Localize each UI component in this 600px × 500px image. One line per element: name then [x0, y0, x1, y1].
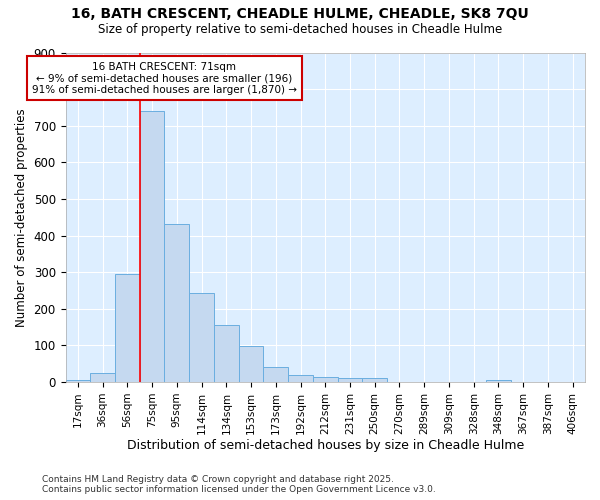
Bar	[288, 375, 313, 382]
Bar	[90, 373, 115, 382]
Bar	[164, 224, 189, 382]
Bar	[362, 378, 387, 382]
Bar	[338, 378, 362, 382]
Text: 16 BATH CRESCENT: 71sqm
← 9% of semi-detached houses are smaller (196)
91% of se: 16 BATH CRESCENT: 71sqm ← 9% of semi-det…	[32, 62, 297, 95]
Bar	[65, 380, 90, 382]
X-axis label: Distribution of semi-detached houses by size in Cheadle Hulme: Distribution of semi-detached houses by …	[127, 440, 524, 452]
Bar	[189, 293, 214, 382]
Text: Size of property relative to semi-detached houses in Cheadle Hulme: Size of property relative to semi-detach…	[98, 22, 502, 36]
Bar	[313, 377, 338, 382]
Y-axis label: Number of semi-detached properties: Number of semi-detached properties	[15, 108, 28, 326]
Text: 16, BATH CRESCENT, CHEADLE HULME, CHEADLE, SK8 7QU: 16, BATH CRESCENT, CHEADLE HULME, CHEADL…	[71, 8, 529, 22]
Bar	[263, 368, 288, 382]
Bar	[486, 380, 511, 382]
Bar	[214, 325, 239, 382]
Bar	[140, 111, 164, 382]
Text: Contains HM Land Registry data © Crown copyright and database right 2025.
Contai: Contains HM Land Registry data © Crown c…	[42, 474, 436, 494]
Bar	[115, 274, 140, 382]
Bar	[239, 346, 263, 382]
